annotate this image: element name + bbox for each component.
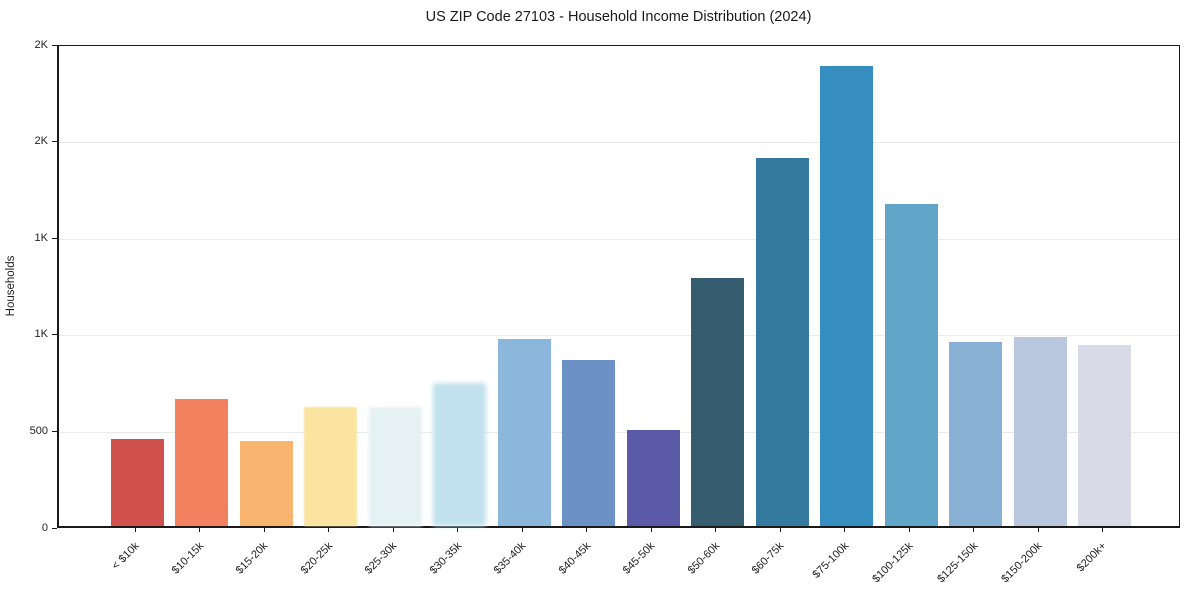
bar-60-75k <box>755 157 809 526</box>
x-tick-label-text: $100-125k <box>870 540 916 586</box>
gridline <box>59 335 1179 337</box>
x-tick-label-text: $10-15k <box>169 540 206 577</box>
x-tick-label-text: $45-50k <box>620 540 658 577</box>
x-tick-mark <box>908 528 910 532</box>
x-tick-label-text: $75-100k <box>810 540 851 581</box>
x-tick-mark <box>263 528 265 532</box>
bar-10-15k <box>175 399 228 526</box>
bar-35-40k <box>497 338 551 526</box>
y-tick-mark <box>52 334 57 336</box>
x-tick-label-text: < $10k <box>109 540 142 573</box>
bar-10k <box>110 439 164 526</box>
bar-75-100k <box>820 66 873 526</box>
x-tick-label-text: $125-150k <box>934 540 980 586</box>
y-tick-mark <box>52 44 57 46</box>
gridline <box>59 431 1179 433</box>
x-tick-mark <box>457 528 458 532</box>
x-tick-label-text: $25-30k <box>362 540 400 577</box>
bar-45-50k <box>626 430 680 526</box>
y-tick-label: 2K <box>34 38 48 51</box>
x-tick-label-text: $40-45k <box>556 540 593 577</box>
y-tick-label: 0 <box>41 521 48 534</box>
plot-area <box>57 45 1180 528</box>
x-tick-label-text: $150-200k <box>999 540 1045 586</box>
bar-150-200k <box>1013 336 1067 526</box>
x-tick-label-text: $20-25k <box>298 540 335 577</box>
x-tick-mark <box>715 528 716 532</box>
chart-title: US ZIP Code 27103 - Household Income Dis… <box>425 9 812 25</box>
x-tick-label-text: $60-75k <box>749 540 787 577</box>
bar-100-125k <box>884 204 938 526</box>
x-tick-mark <box>199 528 200 532</box>
x-tick-mark <box>134 528 136 532</box>
x-tick-mark <box>586 528 587 532</box>
bar-40-45k <box>562 359 615 526</box>
x-tick-mark <box>973 528 974 532</box>
bar-125-150k <box>949 341 1002 526</box>
bar-25-30k <box>368 407 422 526</box>
y-tick-mark <box>52 141 57 143</box>
x-tick-mark <box>844 528 845 532</box>
bar-20-25k <box>304 407 357 526</box>
x-tick-mark <box>328 528 329 532</box>
y-tick-label: 2K <box>34 135 48 148</box>
y-tick-mark <box>52 430 57 432</box>
x-tick-label-text: $50-60k <box>685 540 722 577</box>
y-tick-mark <box>52 237 57 239</box>
bar-30-35k <box>433 383 486 526</box>
y-axis-label: Households <box>5 255 17 317</box>
x-tick-label-text: $35-40k <box>491 540 529 577</box>
gridline <box>59 142 1179 144</box>
x-tick-mark <box>779 528 781 532</box>
gridline <box>59 238 1179 240</box>
y-tick-label: 1K <box>34 328 48 341</box>
x-tick-label-text: $200k+ <box>1074 540 1109 575</box>
bar-15-20k <box>239 441 293 526</box>
x-tick-mark <box>1037 528 1039 532</box>
y-tick-mark <box>52 527 57 529</box>
x-tick-mark <box>1102 528 1103 532</box>
x-tick-mark <box>521 528 523 532</box>
x-tick-label-text: $30-35k <box>427 540 464 577</box>
y-tick-label: 500 <box>29 424 48 437</box>
bar-50-60k <box>691 277 744 526</box>
y-tick-label: 1K <box>34 231 48 244</box>
x-tick-mark <box>392 528 394 532</box>
bar-200k <box>1078 345 1131 526</box>
x-tick-label-text: $15-20k <box>233 540 271 577</box>
x-tick-mark <box>650 528 652 532</box>
